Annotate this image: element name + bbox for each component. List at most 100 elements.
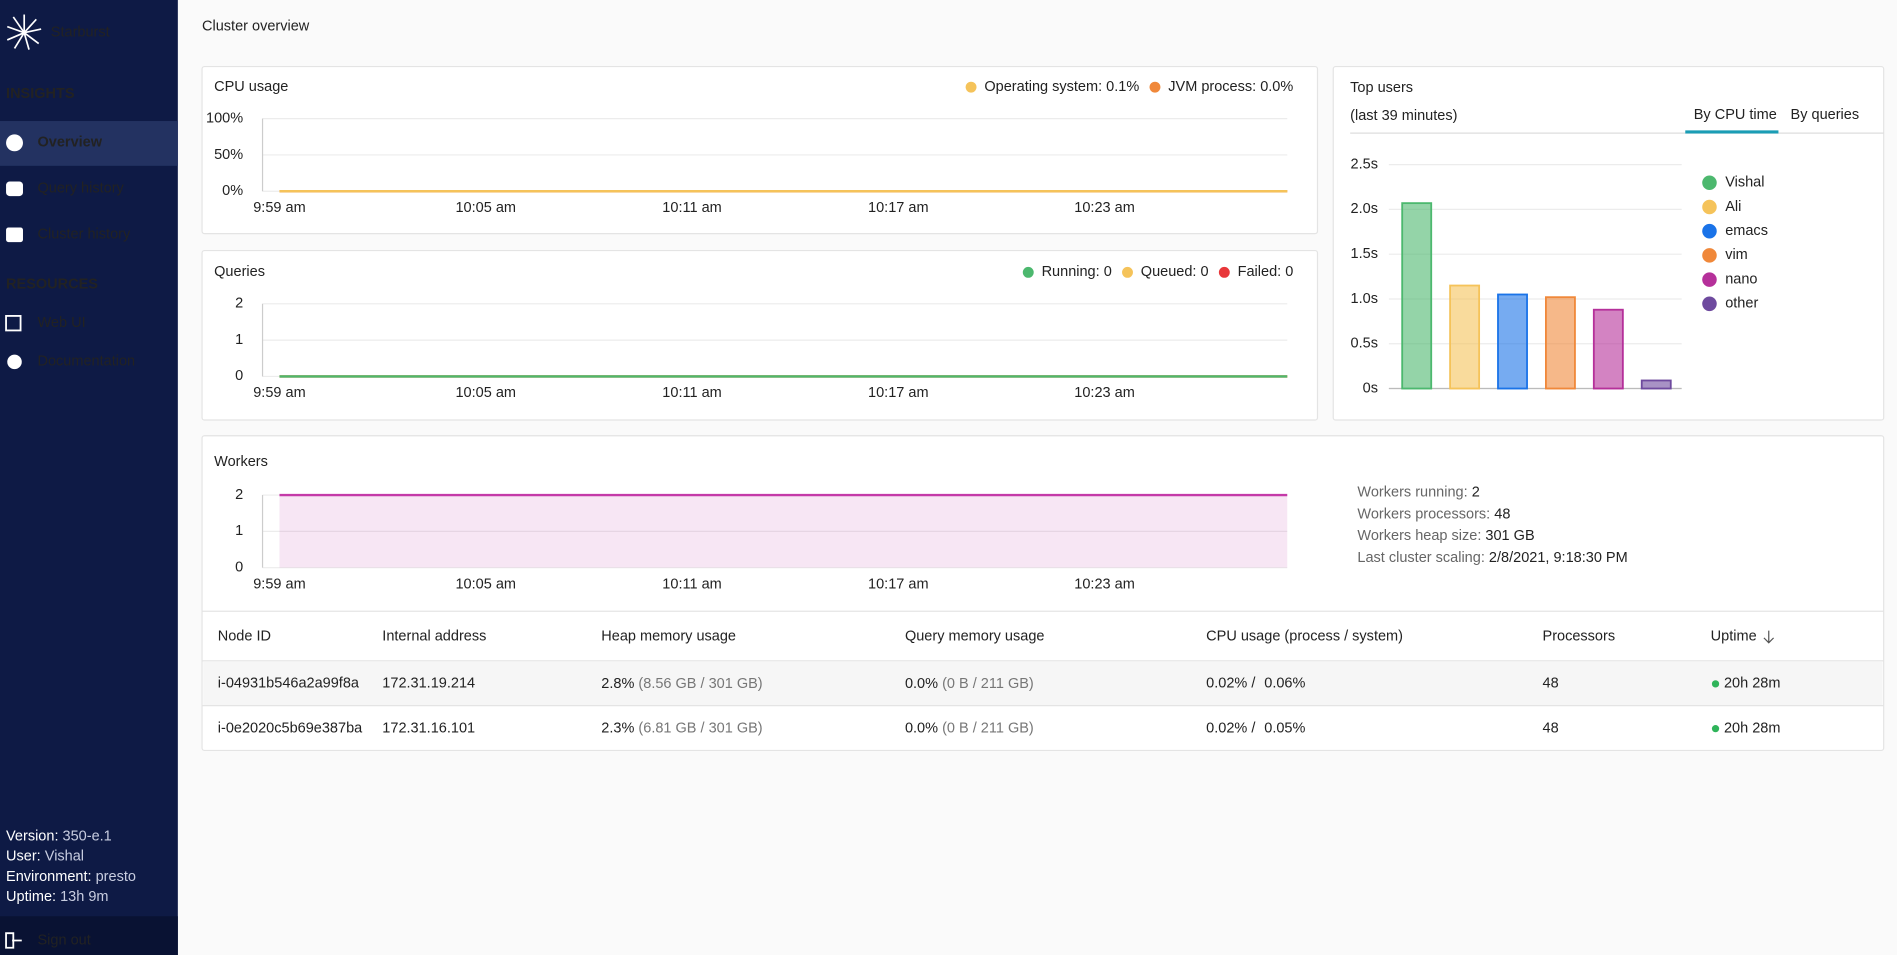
tab[interactable]: By CPU time (1694, 107, 1777, 123)
cell: 2.3% (6.81 GB / 301 GB) (601, 720, 762, 736)
chart-subtitle: (last 39 minutes) (1350, 108, 1457, 124)
legend-label: emacs (1725, 223, 1768, 239)
worker-stat: Last cluster scaling: 2/8/2021, 9:18:30 … (1357, 550, 1627, 566)
area (279, 495, 1287, 568)
page-title: Cluster overview (202, 18, 310, 34)
info-label: Uptime: (6, 889, 56, 905)
legend-dot (1702, 224, 1717, 239)
info-label: User: (6, 848, 41, 864)
chart-title: Queries (214, 264, 265, 280)
info: Version: 350-e.1 (6, 828, 112, 844)
bar (1498, 294, 1527, 388)
legend-label: other (1725, 296, 1758, 312)
info: User: Vishal (6, 848, 84, 864)
y-tick-label: 1 (235, 332, 243, 348)
status-dot (1712, 680, 1719, 687)
cell: i-0e2020c5b69e387ba (218, 720, 363, 736)
info: Uptime: 13h 9m (6, 889, 108, 905)
brand: Starburst (51, 25, 110, 41)
info-label: Environment: (6, 869, 92, 885)
nav-item[interactable]: Query history (38, 181, 125, 197)
cell: 0.0% (0 B / 211 GB) (905, 676, 1034, 692)
y-tick-label: 100% (206, 110, 243, 126)
worker-stat-value: 301 GB (1485, 528, 1534, 544)
worker-stat: Workers heap size: 301 GB (1357, 528, 1534, 544)
legend-label: JVM process: 0.0% (1168, 79, 1293, 95)
x-tick-label: 9:59 am (253, 200, 305, 216)
info-value: Vishal (45, 848, 84, 864)
legend-dot (1150, 82, 1161, 93)
y-tick-label: 2.0s (1351, 201, 1378, 217)
cell: i-04931b546a2a99f8a (218, 676, 360, 692)
legend-label: Failed: 0 (1238, 264, 1294, 280)
worker-stat: Workers running: 2 (1357, 484, 1479, 500)
worker-stat-label: Workers processors: (1357, 506, 1490, 522)
nav-item[interactable]: Cluster history (38, 227, 131, 243)
y-tick-label: 1.5s (1351, 246, 1378, 262)
bar (1642, 380, 1671, 388)
chart-title: Top users (1350, 80, 1413, 96)
y-tick-label: 0 (235, 368, 243, 384)
table-header: CPU usage (process / system) (1206, 628, 1403, 644)
resource-link[interactable]: Documentation (38, 354, 136, 370)
cell-value: (6.81 GB / 301 GB) (638, 720, 762, 736)
x-tick-label: 10:11 am (662, 200, 721, 216)
legend-dot (1702, 176, 1717, 191)
sign-out[interactable]: Sign out (38, 932, 91, 948)
y-tick-label: 1.0s (1351, 291, 1378, 307)
x-tick-label: 10:05 am (455, 576, 516, 592)
worker-stat-value: 2 (1472, 484, 1480, 500)
x-tick-label: 10:05 am (455, 385, 516, 401)
cell: 0.02% (1206, 720, 1247, 736)
legend-dot (1702, 200, 1717, 215)
bar (1546, 297, 1575, 388)
cell-label: 0.0% (905, 676, 938, 692)
legend-label: Running: 0 (1042, 264, 1112, 280)
nav-item[interactable]: Overview (38, 135, 103, 151)
cell: 0.0% (0 B / 211 GB) (905, 720, 1034, 736)
legend-dot (1122, 267, 1133, 278)
info: Environment: presto (6, 869, 136, 885)
cell-label: 2.3% (601, 720, 634, 736)
table-header[interactable]: Uptime (1711, 628, 1757, 644)
worker-stat-value: 48 (1494, 506, 1510, 522)
info-value: presto (96, 869, 136, 885)
legend-dot (1219, 267, 1230, 278)
chart-title: CPU usage (214, 79, 288, 95)
bar (1450, 286, 1479, 389)
x-tick-label: 10:11 am (662, 576, 721, 592)
cell: 2.8% (8.56 GB / 301 GB) (601, 676, 762, 692)
x-tick-label: 10:05 am (455, 200, 516, 216)
legend-label: Queued: 0 (1141, 264, 1209, 280)
info-value: 350-e.1 (63, 828, 112, 844)
tab[interactable]: By queries (1791, 107, 1860, 123)
x-tick-label: 10:17 am (868, 200, 929, 216)
worker-stat-label: Last cluster scaling: (1357, 550, 1484, 566)
status-dot (1712, 725, 1719, 732)
y-tick-label: 2 (235, 296, 243, 312)
legend-label: Ali (1725, 199, 1741, 215)
y-tick-label: 1 (235, 523, 243, 539)
y-tick-label: 0.5s (1351, 336, 1378, 352)
x-tick-label: 10:11 am (662, 385, 721, 401)
cell-label: 0.0% (905, 720, 938, 736)
table-header: Query memory usage (905, 628, 1045, 644)
worker-stat-label: Workers heap size: (1357, 528, 1481, 544)
resource-link[interactable]: Web UI (38, 315, 86, 331)
legend-label: vim (1725, 247, 1748, 263)
table-header: Node ID (218, 628, 271, 644)
worker-stat-value: 2/8/2021, 9:18:30 PM (1489, 550, 1628, 566)
cell: 0.05% (1264, 720, 1305, 736)
cell-label: 2.8% (601, 676, 634, 692)
cell: 48 (1543, 720, 1559, 736)
table-header: Internal address (382, 628, 486, 644)
legend-dot (1702, 272, 1717, 287)
y-tick-label: 2 (235, 487, 243, 503)
cell-value: (0 B / 211 GB) (942, 720, 1034, 736)
cell-value: (0 B / 211 GB) (942, 676, 1034, 692)
resources-title: RESOURCES (6, 276, 98, 292)
x-tick-label: 9:59 am (253, 576, 305, 592)
y-tick-label: 0 (235, 560, 243, 576)
